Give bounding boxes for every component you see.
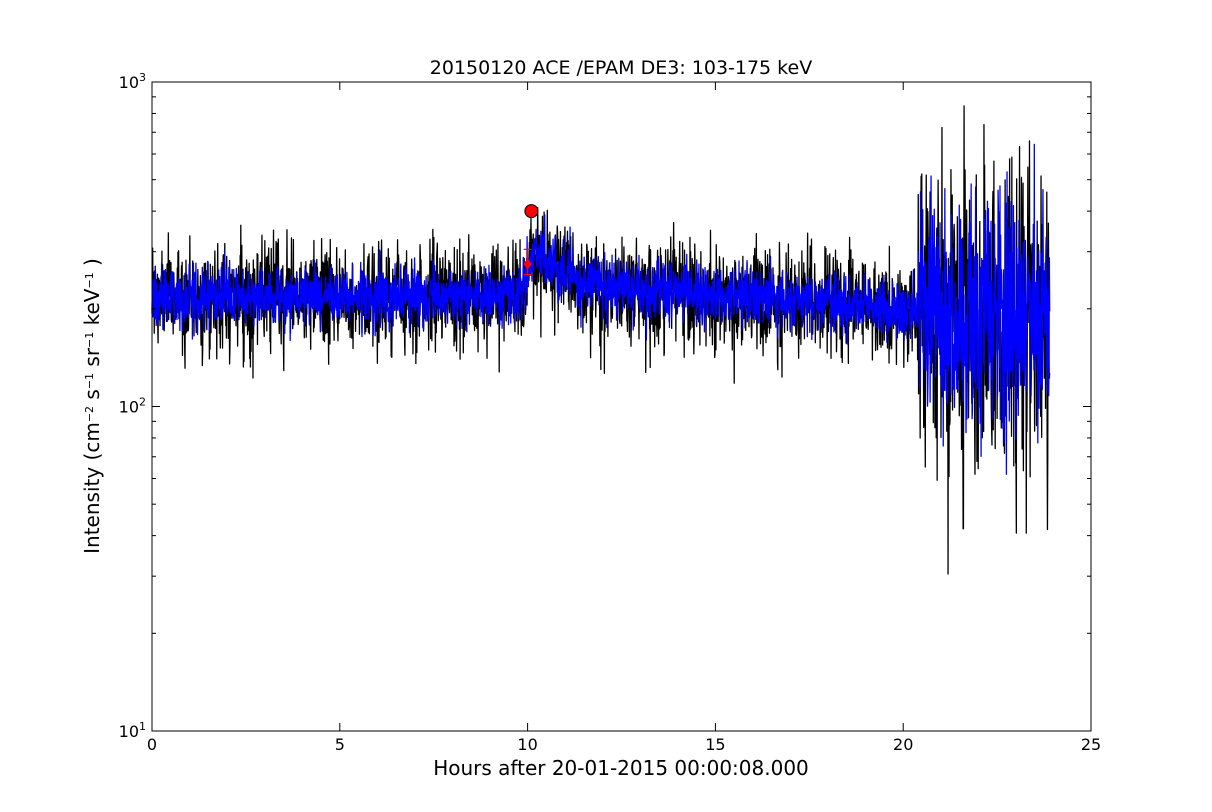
x-tick-label: 20 bbox=[893, 735, 913, 754]
x-tick-label: 10 bbox=[517, 735, 537, 754]
tick-layer: 0 5 10 15 20 25 101 102 103 bbox=[119, 71, 1102, 754]
y-tick-label: 103 bbox=[119, 71, 146, 92]
x-tick-label: 0 bbox=[147, 735, 157, 754]
x-tick-label: 15 bbox=[705, 735, 725, 754]
x-tick-label: 5 bbox=[335, 735, 345, 754]
peak-marker-circle bbox=[524, 204, 539, 219]
y-tick-label: 102 bbox=[119, 396, 146, 417]
onset-marker-diamond bbox=[523, 258, 532, 270]
x-tick-label: 25 bbox=[1081, 735, 1101, 754]
series-layer bbox=[151, 105, 1051, 575]
y-axis-label: Intensity (cm−2 s−1 sr−1 keV−1 ) bbox=[80, 258, 104, 554]
series-line-blue bbox=[151, 143, 1051, 475]
chart-title: 20150120 ACE /EPAM DE3: 103-175 keV bbox=[430, 57, 812, 79]
marker-layer bbox=[523, 204, 539, 276]
x-axis-label: Hours after 20-01-2015 00:00:08.000 bbox=[433, 756, 809, 780]
y-tick-label: 101 bbox=[119, 720, 146, 741]
